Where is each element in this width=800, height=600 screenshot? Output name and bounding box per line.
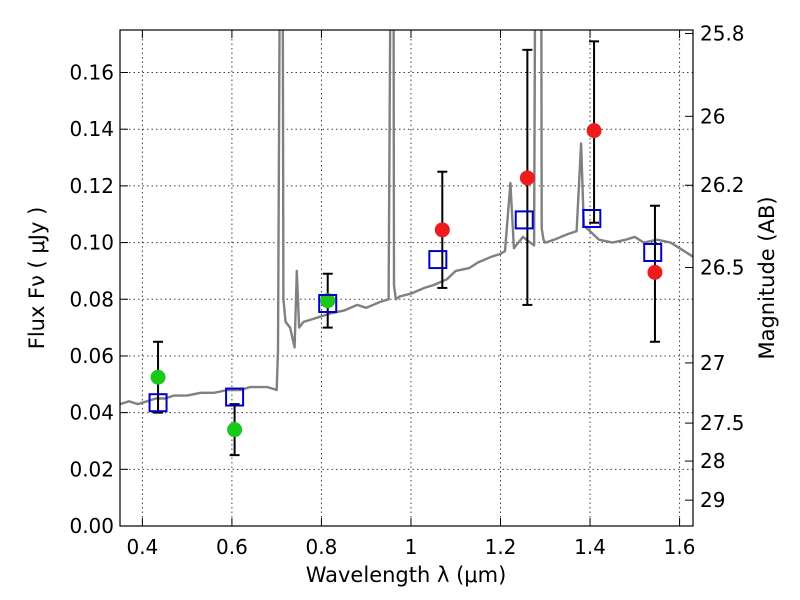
red-photometry-point: [434, 222, 450, 238]
model-photometry-square: [582, 208, 602, 228]
red-photometry-point: [519, 170, 535, 186]
x-tick-label: 0.6: [216, 535, 248, 559]
y-tick-label: 0.08: [69, 287, 114, 311]
model-photometry-square: [318, 294, 338, 314]
y2-tick-label: 29: [700, 488, 725, 512]
x-tick-label: 0.4: [126, 535, 158, 559]
y2-tick-label: 27.5: [700, 411, 745, 435]
y-tick-label: 0.16: [69, 61, 114, 85]
model-photometry-square: [225, 387, 245, 407]
y2-axis-title: Magnitude (AB): [755, 196, 779, 359]
x-axis-title: Wavelength λ (μm): [306, 563, 507, 587]
y-tick-label: 0.00: [69, 514, 114, 538]
x-tick-label: 1.2: [485, 535, 517, 559]
y2-tick-label: 27: [700, 351, 725, 375]
y2-tick-label: 28: [700, 449, 725, 473]
y-tick-label: 0.02: [69, 457, 114, 481]
plot-frame: [119, 29, 694, 527]
y2-tick-label: 25.8: [700, 21, 745, 45]
axis-ticks: 0.4 0.6 0.8 1 1.2 1.4 1.6 0.00 0.02 0.04 0.06 0.08 0…: [69, 21, 744, 559]
plot-background: [120, 30, 693, 526]
y-tick-label: 0.04: [69, 401, 114, 425]
model-photometry-square: [514, 210, 534, 230]
model-photometry-square: [428, 250, 448, 270]
y-axis-title: Flux Fν ( μJy ): [25, 207, 49, 350]
green-photometry-point: [227, 422, 243, 438]
y2-tick-label: 26.2: [700, 173, 745, 197]
y-tick-label: 0.12: [69, 174, 114, 198]
x-tick-label: 1.6: [664, 535, 696, 559]
red-photometry-point: [647, 264, 663, 280]
green-photometry-point: [320, 293, 336, 309]
green-photometry-point: [150, 369, 166, 385]
grid: [120, 30, 693, 527]
red-photometry-point: [586, 123, 602, 139]
marker-layer: [148, 123, 663, 438]
model-spectrum-line: [120, 30, 693, 406]
x-tick-label: 1.4: [574, 535, 606, 559]
model-photometry-square: [643, 242, 663, 262]
x-tick-label: 0.8: [306, 535, 338, 559]
spectrum-layer: [120, 30, 693, 406]
y-tick-label: 0.14: [69, 117, 114, 141]
y-tick-label: 0.06: [69, 344, 114, 368]
model-photometry-square: [148, 393, 168, 413]
x-tick-label: 1: [405, 535, 418, 559]
y2-tick-label: 26: [700, 104, 725, 128]
y-tick-label: 0.10: [69, 231, 114, 255]
y2-tick-label: 26.5: [700, 256, 745, 280]
